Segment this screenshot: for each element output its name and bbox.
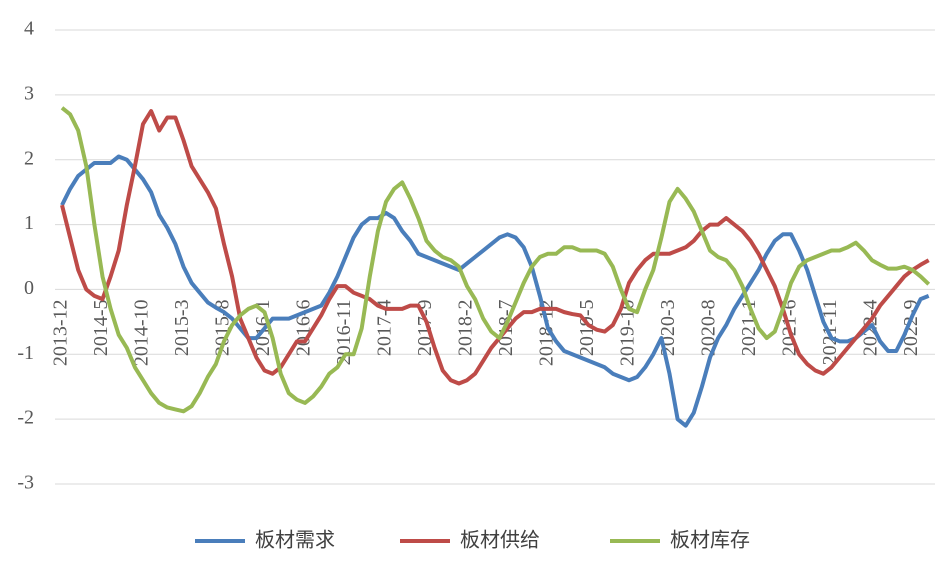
y-tick-label: 4	[24, 18, 34, 40]
x-tick-label: 2014-10	[131, 299, 153, 366]
x-tick-label: 2013-12	[50, 299, 72, 366]
y-tick-label: 3	[24, 82, 34, 104]
x-tick-label: 2022-9	[900, 299, 922, 356]
x-tick-label: 2019-5	[576, 299, 598, 356]
legend-label: 板材需求	[255, 528, 335, 552]
x-tick-label: 2017-4	[374, 299, 396, 356]
y-tick-label: 0	[24, 277, 34, 299]
series-line	[60, 106, 931, 414]
y-tick-label: 2	[24, 147, 34, 169]
x-tick-label: 2020-3	[657, 299, 679, 356]
series-line	[60, 109, 930, 386]
y-tick-label: -3	[17, 472, 34, 494]
x-tick-label: 2019-10	[617, 299, 639, 366]
x-tick-label: 2015-3	[171, 299, 193, 356]
y-tick-label: -1	[17, 342, 34, 364]
x-tick-label: 2014-5	[90, 299, 112, 356]
legend-label: 板材供给	[460, 528, 540, 552]
legend-label: 板材库存	[670, 528, 750, 552]
y-tick-label: 1	[24, 212, 34, 234]
x-tick-label: 2018-12	[536, 299, 558, 366]
x-tick-label: 2016-11	[333, 299, 355, 365]
y-tick-label: -2	[17, 407, 34, 429]
x-tick-label: 2018-2	[455, 299, 477, 356]
x-tick-label: 2020-8	[698, 299, 720, 356]
series-line	[60, 154, 930, 428]
x-tick-label: 2017-9	[414, 299, 436, 356]
